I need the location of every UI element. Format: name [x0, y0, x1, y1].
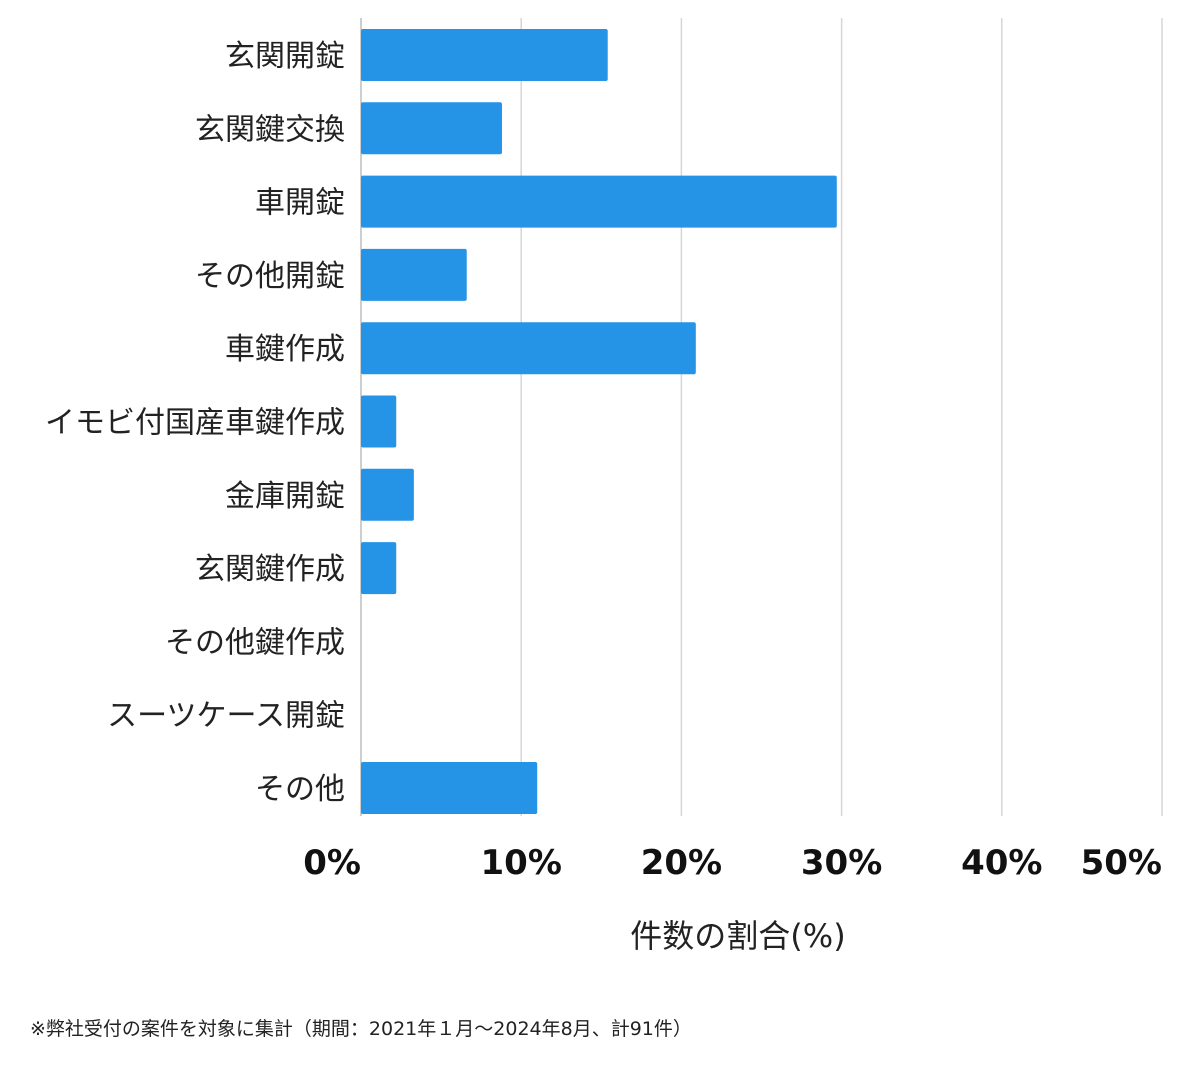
category-label: その他開錠 — [195, 259, 345, 294]
bar — [361, 29, 608, 81]
bar — [361, 762, 538, 814]
bar — [361, 102, 502, 155]
bar — [361, 468, 414, 521]
bar-chart: 玄関開錠玄関鍵交換車開錠その他開錠車鍵作成イモビ付国産車鍵作成金庫開錠玄関鍵作成… — [45, 18, 1163, 955]
x-tick-label: 20% — [641, 843, 722, 883]
category-label: 車鍵作成 — [225, 332, 345, 367]
category-label: 玄関鍵作成 — [195, 552, 345, 587]
category-label: 車開錠 — [255, 186, 345, 221]
bars — [361, 29, 837, 814]
footnote: ※弊社受付の案件を対象に集計（期間：2021年１月〜2024年8月、計91件） — [30, 1018, 692, 1040]
category-labels: 玄関開錠玄関鍵交換車開錠その他開錠車鍵作成イモビ付国産車鍵作成金庫開錠玄関鍵作成… — [45, 39, 345, 807]
bar — [361, 542, 397, 595]
category-label: 金庫開錠 — [225, 479, 345, 514]
x-axis-title: 件数の割合(%) — [630, 917, 845, 955]
x-tick-label: 30% — [801, 843, 882, 883]
category-label: イモビ付国産車鍵作成 — [45, 406, 345, 441]
x-tick-label: 10% — [481, 843, 562, 883]
category-label: 玄関鍵交換 — [195, 112, 345, 147]
category-label: スーツケース開錠 — [107, 699, 345, 734]
category-label: 玄関開錠 — [225, 39, 345, 74]
grid-lines — [360, 18, 1163, 816]
x-tick-labels: 0% 10% 20% 30% 40% 50% — [303, 843, 1162, 883]
bar — [361, 322, 696, 375]
x-tick-label: 40% — [961, 843, 1042, 883]
bar — [361, 395, 397, 448]
category-label: その他鍵作成 — [165, 625, 345, 660]
x-tick-label: 0% — [303, 843, 361, 883]
x-tick-label: 50% — [1081, 843, 1162, 883]
bar — [361, 175, 837, 228]
category-label: その他 — [255, 772, 345, 807]
bar — [361, 248, 467, 301]
